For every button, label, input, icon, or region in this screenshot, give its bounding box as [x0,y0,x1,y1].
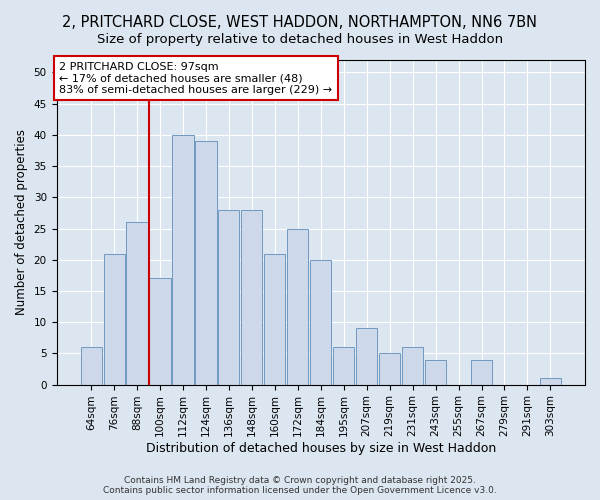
Bar [149,278,170,384]
Text: Contains HM Land Registry data © Crown copyright and database right 2025.
Contai: Contains HM Land Registry data © Crown c… [103,476,497,495]
Bar [287,228,308,384]
Bar [310,260,331,384]
Bar [80,347,101,385]
Bar [196,141,217,384]
Bar [471,360,492,384]
Bar [425,360,446,384]
Bar [379,354,400,384]
Text: 2, PRITCHARD CLOSE, WEST HADDON, NORTHAMPTON, NN6 7BN: 2, PRITCHARD CLOSE, WEST HADDON, NORTHAM… [62,15,538,30]
Text: Size of property relative to detached houses in West Haddon: Size of property relative to detached ho… [97,32,503,46]
Bar [127,222,148,384]
Bar [172,135,194,384]
Bar [218,210,239,384]
X-axis label: Distribution of detached houses by size in West Haddon: Distribution of detached houses by size … [146,442,496,455]
Text: 2 PRITCHARD CLOSE: 97sqm
← 17% of detached houses are smaller (48)
83% of semi-d: 2 PRITCHARD CLOSE: 97sqm ← 17% of detach… [59,62,332,95]
Bar [540,378,561,384]
Bar [402,347,423,385]
Bar [356,328,377,384]
Y-axis label: Number of detached properties: Number of detached properties [15,130,28,316]
Bar [241,210,262,384]
Bar [104,254,125,384]
Bar [264,254,286,384]
Bar [333,347,354,385]
